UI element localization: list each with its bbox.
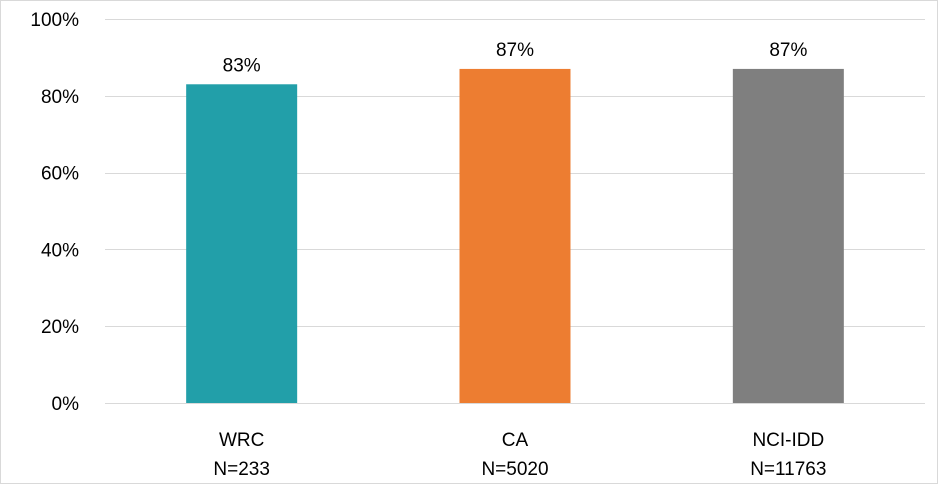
y-tick-label: 20% bbox=[41, 317, 79, 338]
category-sublabel-ca: N=5020 bbox=[481, 459, 548, 480]
category-label-wrc: WRC bbox=[219, 430, 264, 451]
x-axis-category-labels: WRC N=233 CA N=5020 NCI-IDD N=11763 bbox=[213, 430, 826, 480]
data-label-ca: 87% bbox=[496, 40, 534, 61]
category-label-nci-idd: NCI-IDD bbox=[752, 430, 824, 451]
data-label-wrc: 83% bbox=[223, 55, 261, 76]
data-label-nci-idd: 87% bbox=[769, 40, 807, 61]
y-tick-label: 0% bbox=[52, 394, 80, 415]
y-tick-label: 60% bbox=[41, 164, 79, 185]
category-sublabel-nci-idd: N=11763 bbox=[750, 459, 826, 480]
y-tick-label: 100% bbox=[30, 10, 79, 31]
category-sublabel-wrc: N=233 bbox=[213, 459, 270, 480]
bars bbox=[186, 68, 844, 404]
y-tick-label: 40% bbox=[41, 240, 79, 261]
category-label-ca: CA bbox=[502, 430, 529, 451]
bar-nci-idd bbox=[732, 68, 844, 404]
y-axis-tick-labels: 0% 20% 40% 60% 80% 100% bbox=[30, 10, 79, 415]
bar-wrc bbox=[186, 84, 298, 403]
bar-ca bbox=[459, 68, 571, 404]
y-tick-label: 80% bbox=[41, 87, 79, 108]
data-labels: 83% 87% 87% bbox=[223, 40, 808, 76]
